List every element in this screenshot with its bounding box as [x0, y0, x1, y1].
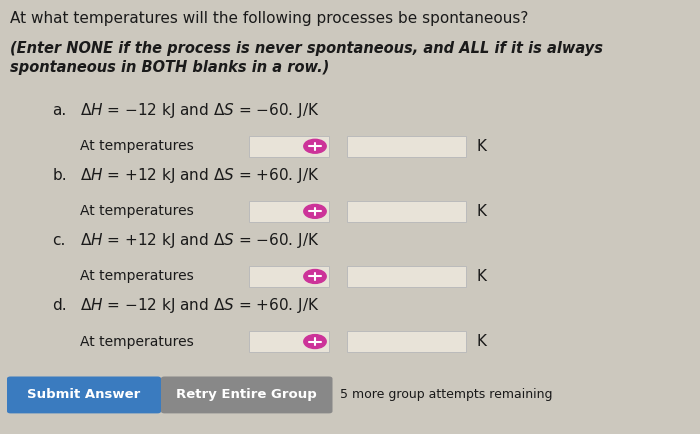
Text: b.: b. [52, 168, 67, 183]
Text: (Enter NONE if the process is never spontaneous, and ALL if it is always
spontan: (Enter NONE if the process is never spon… [10, 41, 603, 76]
FancyBboxPatch shape [346, 136, 466, 157]
Text: Submit Answer: Submit Answer [27, 388, 141, 401]
Text: $\Delta H$ = −12 kJ and $\Delta S$ = +60. J/K: $\Delta H$ = −12 kJ and $\Delta S$ = +60… [80, 296, 320, 316]
Text: K: K [476, 204, 486, 219]
Circle shape [304, 335, 326, 349]
Text: $\Delta H$ = −12 kJ and $\Delta S$ = −60. J/K: $\Delta H$ = −12 kJ and $\Delta S$ = −60… [80, 101, 320, 120]
Text: K: K [476, 334, 486, 349]
Text: At what temperatures will the following processes be spontaneous?: At what temperatures will the following … [10, 11, 529, 26]
Circle shape [304, 139, 326, 153]
Text: d.: d. [52, 299, 67, 313]
Circle shape [304, 204, 326, 218]
Text: c.: c. [52, 233, 66, 248]
FancyBboxPatch shape [346, 266, 466, 287]
Circle shape [304, 270, 326, 283]
Text: K: K [476, 139, 486, 154]
FancyBboxPatch shape [248, 201, 329, 222]
Text: K: K [476, 269, 486, 284]
Text: Retry Entire Group: Retry Entire Group [176, 388, 317, 401]
FancyBboxPatch shape [248, 136, 329, 157]
FancyBboxPatch shape [248, 331, 329, 352]
Text: $\Delta H$ = +12 kJ and $\Delta S$ = −60. J/K: $\Delta H$ = +12 kJ and $\Delta S$ = −60… [80, 231, 320, 250]
Text: At temperatures: At temperatures [80, 335, 195, 349]
Text: At temperatures: At temperatures [80, 139, 195, 153]
Text: At temperatures: At temperatures [80, 204, 195, 218]
Text: At temperatures: At temperatures [80, 270, 195, 283]
FancyBboxPatch shape [161, 376, 332, 413]
Text: $\Delta H$ = +12 kJ and $\Delta S$ = +60. J/K: $\Delta H$ = +12 kJ and $\Delta S$ = +60… [80, 166, 320, 185]
Text: a.: a. [52, 103, 66, 118]
FancyBboxPatch shape [7, 376, 161, 413]
FancyBboxPatch shape [346, 331, 466, 352]
Text: 5 more group attempts remaining: 5 more group attempts remaining [340, 388, 552, 401]
FancyBboxPatch shape [248, 266, 329, 287]
FancyBboxPatch shape [346, 201, 466, 222]
